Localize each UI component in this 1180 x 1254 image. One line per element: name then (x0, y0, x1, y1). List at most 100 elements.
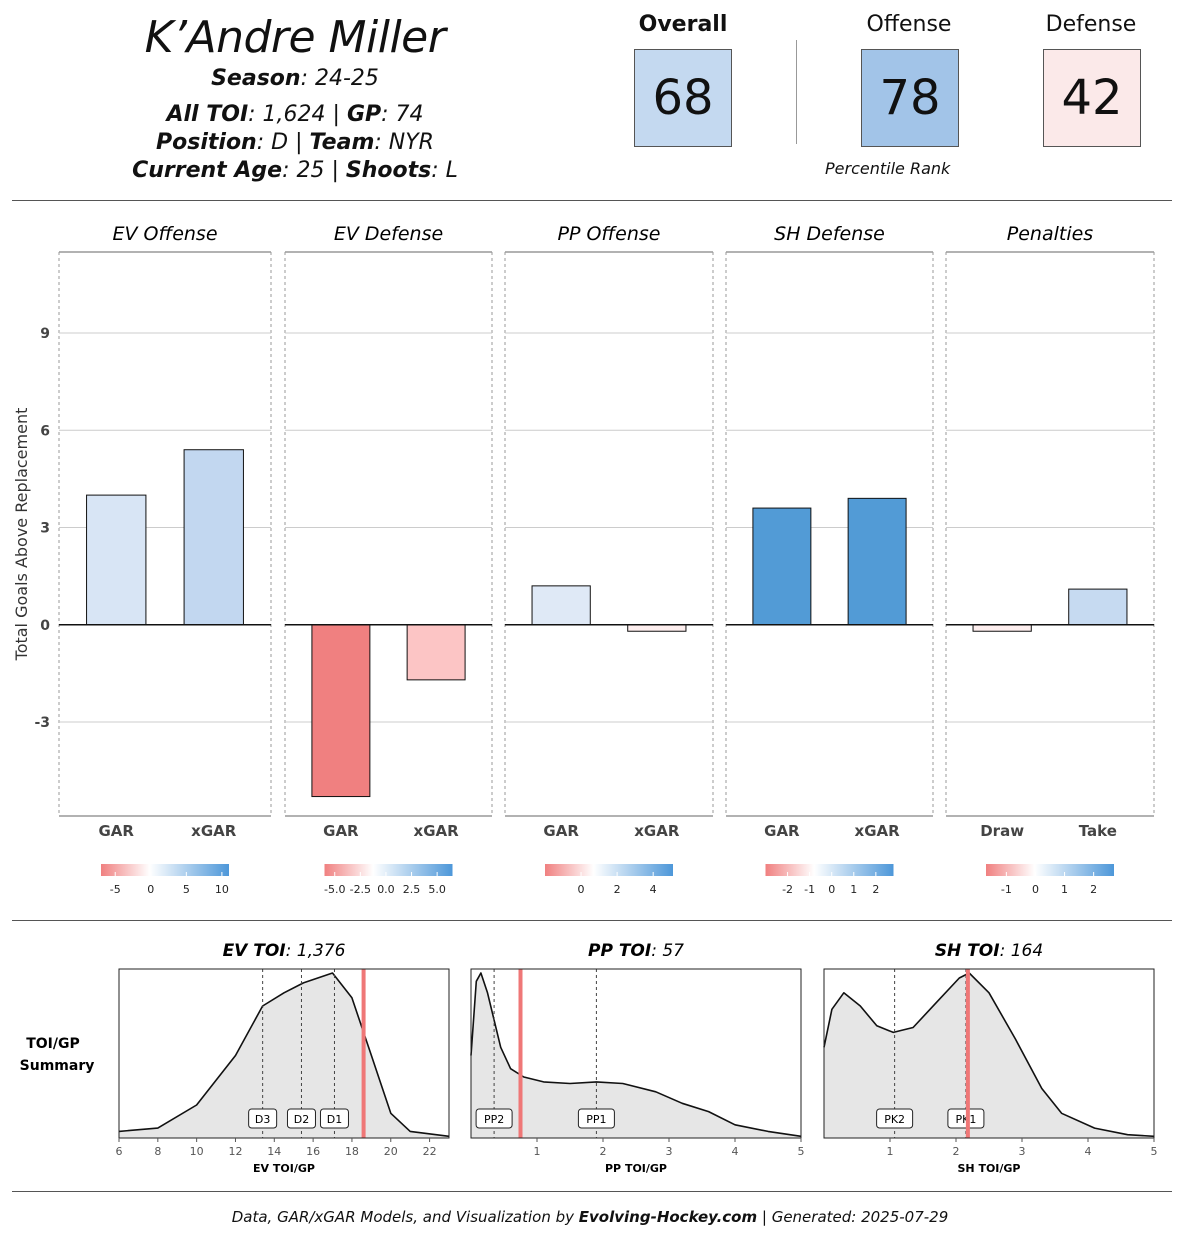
panel-title: EV Defense (334, 223, 443, 245)
x-tick-label: 8 (154, 1145, 161, 1158)
legend-tick-label: 2 (1090, 883, 1097, 896)
toi-x-axis-label: SH TOI/GP (957, 1162, 1020, 1175)
color-legend-bar (545, 864, 673, 876)
player-name: K’Andre Miller (144, 12, 446, 63)
legend-tick-label: 5.0 (428, 883, 446, 896)
score-divider (796, 40, 797, 144)
toi-panel-frame (470, 968, 802, 1139)
panel-title: PP Offense (558, 223, 661, 245)
x-tick-label: xGAR (191, 822, 237, 840)
header-divider (12, 200, 1172, 201)
footer-divider (12, 1191, 1172, 1192)
season-line: Season: 24-25 (211, 66, 379, 91)
mid-divider (12, 920, 1172, 921)
toi-panel-frame (118, 968, 450, 1139)
y-tick-label: 6 (40, 423, 50, 439)
x-tick-label: Take (1079, 822, 1117, 840)
density-area (119, 973, 449, 1138)
bar (847, 497, 907, 626)
x-tick-label: xGAR (414, 822, 460, 840)
gar-panel: PP Offense GAR xGAR 0 2 4 (504, 223, 714, 896)
y-axis-ticks: -3 0 3 6 9 (34, 326, 50, 731)
legend-tick-label: 10 (215, 883, 229, 896)
x-tick-label: 20 (384, 1145, 398, 1158)
overall-score-box: 68 (634, 49, 732, 147)
age-shoots-line: Current Age: 25 | Shoots: L (132, 158, 458, 183)
x-tick-label: 16 (306, 1145, 320, 1158)
x-tick-label: 5 (1151, 1145, 1158, 1158)
legend-tick-label: 0 (147, 883, 154, 896)
marker-label-box (319, 1108, 349, 1129)
legend-tick-label: -5 (110, 883, 121, 896)
x-tick-label: GAR (98, 822, 134, 840)
x-tick-label: 3 (1019, 1145, 1026, 1158)
toi-row-label-line2: Summary (20, 1058, 95, 1074)
x-tick-label: xGAR (634, 822, 680, 840)
legend-tick-label: -5.0 (324, 883, 345, 896)
x-tick-label: GAR (764, 822, 800, 840)
density-area (471, 973, 801, 1138)
legend-tick-label: 1 (850, 883, 857, 896)
panel-title: Penalties (1007, 223, 1094, 245)
legend-tick-label: 2.5 (403, 883, 421, 896)
marker-label: PP1 (586, 1113, 606, 1126)
x-tick-label: 5 (798, 1145, 805, 1158)
panel-title: SH Defense (774, 223, 885, 245)
legend-tick-label: 2 (872, 883, 879, 896)
gar-panel: EV Defense GAR xGAR -5.0 -2.5 0.0 2.5 5.0 (284, 223, 493, 896)
offense-label: Offense (866, 12, 952, 37)
toi-panel-title: EV TOI: 1,376 (223, 941, 346, 961)
legend-tick-label: -1 (1001, 883, 1012, 896)
y-tick-label: 0 (40, 618, 50, 634)
bar (311, 624, 371, 798)
x-tick-label: 22 (423, 1145, 437, 1158)
y-tick-label: -3 (34, 715, 50, 731)
panel-title: EV Offense (112, 223, 217, 245)
color-legend-bar (986, 864, 1114, 876)
x-tick-label: 18 (345, 1145, 359, 1158)
marker-label: D3 (255, 1113, 270, 1126)
color-legend-bar (324, 864, 453, 876)
x-tick-label: 6 (116, 1145, 123, 1158)
defense-score-box: 42 (1043, 49, 1141, 147)
legend-tick-label: 0 (578, 883, 585, 896)
toi-panel: SH TOI: 164PK2PK112345SH TOI/GP (823, 941, 1158, 1175)
x-tick-label: GAR (543, 822, 579, 840)
toi-panel-frame (823, 968, 1155, 1139)
color-legend-bar (765, 864, 894, 876)
y-axis-label: Total Goals Above Replacement (12, 408, 31, 662)
marker-label: PK2 (884, 1113, 905, 1126)
x-tick-label: 3 (666, 1145, 673, 1158)
legend-tick-label: -2 (782, 883, 793, 896)
toi-gp-line: All TOI: 1,624 | GP: 74 (166, 102, 424, 127)
marker-label-box (248, 1108, 278, 1129)
marker-label-box (577, 1108, 615, 1129)
gar-panel: SH Defense GAR xGAR -2 -1 0 1 2 (725, 223, 934, 896)
density-line (118, 972, 450, 1138)
marker-label: PP2 (484, 1113, 504, 1126)
marker-label-box (286, 1108, 316, 1129)
legend-tick-label: 0 (1032, 883, 1039, 896)
bar (627, 624, 687, 632)
x-tick-label: 1 (534, 1145, 541, 1158)
bar (752, 507, 812, 626)
toi-panel: EV TOI: 1,376 D3 D2 D1 6 8 10 12 14 16 18 20 22 EV TO… (116, 941, 450, 1175)
marker-label: D1 (327, 1113, 342, 1126)
bar (1068, 588, 1128, 626)
overall-label: Overall (638, 12, 728, 37)
y-tick-label: 9 (40, 326, 50, 342)
footer-credit: Data, GAR/xGAR Models, and Visualization… (231, 1208, 949, 1226)
toi-panel-title: PP TOI: 57 (588, 941, 684, 961)
bar (86, 494, 147, 626)
legend-tick-label: 1 (1061, 883, 1068, 896)
x-tick-label: Draw (980, 822, 1024, 840)
legend-tick-label: 4 (650, 883, 657, 896)
toi-x-axis-label: PP TOI/GP (605, 1162, 667, 1175)
legend-tick-label: 0.0 (377, 883, 395, 896)
marker-label-box (475, 1108, 513, 1129)
offense-score-box: 78 (861, 49, 959, 147)
legend-tick-label: -1 (804, 883, 815, 896)
x-tick-label: 12 (228, 1145, 242, 1158)
toi-panel: PP TOI: 57 PP2 PP1 1 2 3 4 5 PP TOI/GP (470, 941, 805, 1175)
x-tick-label: 14 (267, 1145, 281, 1158)
